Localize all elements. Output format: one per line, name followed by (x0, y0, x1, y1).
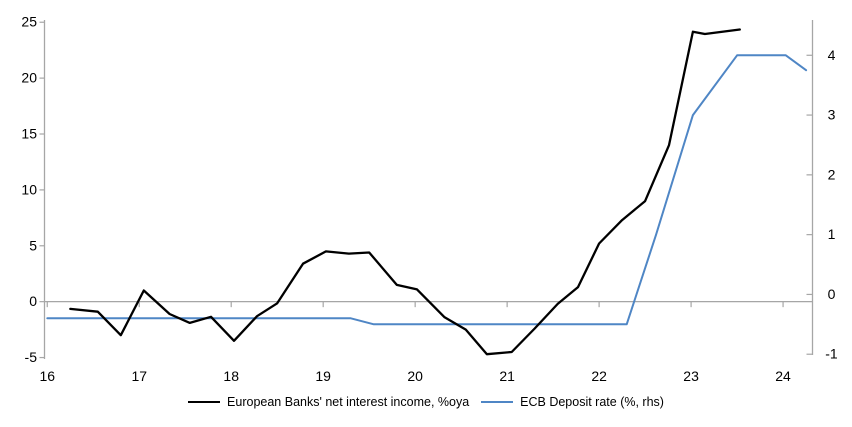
legend-item-net-interest-income: European Banks' net interest income, %oy… (188, 395, 469, 409)
left-axis-tick-label: 0 (29, 293, 37, 309)
x-axis-tick-label: 23 (683, 368, 699, 384)
x-axis-tick-label: 20 (407, 368, 423, 384)
left-axis-tick-label: 10 (21, 181, 37, 197)
legend-label-net-interest-income: European Banks' net interest income, %oy… (227, 395, 470, 409)
x-axis-tick-label: 22 (591, 368, 607, 384)
chart-legend: European Banks' net interest income, %oy… (0, 395, 852, 409)
series-line-net-interest-income (69, 28, 741, 356)
x-axis-tick-label: 19 (315, 368, 331, 384)
x-axis-tick-label: 18 (223, 368, 239, 384)
right-axis-tick-label: 1 (828, 226, 836, 242)
legend-label-ecb-deposit-rate: ECB Deposit rate (%, rhs) (520, 395, 664, 409)
left-axis-tick-label: 15 (21, 126, 37, 142)
left-axis-tick-label: -5 (25, 349, 38, 365)
x-axis-tick-label: 16 (39, 368, 55, 384)
legend-item-ecb-deposit-rate: ECB Deposit rate (%, rhs) (481, 395, 664, 409)
left-axis-tick-label: 25 (21, 14, 37, 30)
legend-line-blue (481, 401, 514, 403)
right-axis-tick-label: -1 (825, 346, 838, 362)
series-line-ecb-deposit-rate (46, 54, 808, 326)
x-axis-tick-label: 17 (131, 368, 147, 384)
right-axis-tick-label: 3 (828, 107, 836, 123)
left-axis-tick-label: 20 (21, 70, 37, 86)
right-axis-tick-label: 4 (828, 47, 836, 63)
x-axis-tick-label: 24 (775, 368, 791, 384)
x-axis-tick-label: 21 (499, 368, 515, 384)
right-axis-tick-label: 2 (828, 166, 836, 182)
left-axis-tick-label: 5 (29, 237, 37, 253)
legend-line-black (188, 400, 221, 404)
right-axis-tick-label: 0 (828, 286, 836, 302)
